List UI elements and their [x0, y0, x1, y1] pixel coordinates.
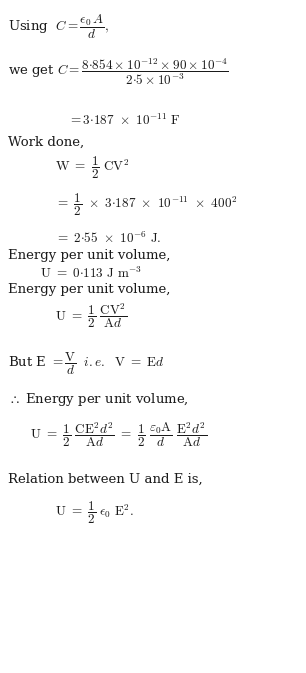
- Text: $\mathrm{U}\ =\ \dfrac{1}{2}\ \epsilon_0\ \mathrm{E^2}.$: $\mathrm{U}\ =\ \dfrac{1}{2}\ \epsilon_0…: [55, 500, 134, 526]
- Text: Energy per unit volume,: Energy per unit volume,: [8, 249, 170, 262]
- Text: Using  $C = \dfrac{\epsilon_0\, A}{d},$: Using $C = \dfrac{\epsilon_0\, A}{d},$: [8, 13, 109, 41]
- Text: Energy per unit volume,: Energy per unit volume,: [8, 283, 170, 296]
- Text: $\mathrm{U}\ =\ \dfrac{1}{2}\ \dfrac{\mathrm{CV^2}}{\mathrm{A}d}$: $\mathrm{U}\ =\ \dfrac{1}{2}\ \dfrac{\ma…: [55, 301, 127, 330]
- Text: Work done,: Work done,: [8, 136, 84, 149]
- Text: $\mathrm{U}\ =\ 0{\cdot}113\ \mathrm{J\ m^{-3}}$: $\mathrm{U}\ =\ 0{\cdot}113\ \mathrm{J\ …: [40, 266, 142, 281]
- Text: we get $C = \dfrac{8{\cdot}854\times10^{-12}\times90\times10^{-4}}{2{\cdot}5\tim: we get $C = \dfrac{8{\cdot}854\times10^{…: [8, 56, 229, 87]
- Text: But E $= \dfrac{\mathrm{V}}{d}\ \ \mathit{i.e.}\ \ \mathrm{V}\ =\ \mathrm{E}d$: But E $= \dfrac{\mathrm{V}}{d}\ \ \mathi…: [8, 351, 165, 377]
- Text: Relation between U and E is,: Relation between U and E is,: [8, 473, 203, 486]
- Text: $=\ \dfrac{1}{2}\ \times\ 3{\cdot}187\ \times\ 10^{-11}\ \times\ 400^2$: $=\ \dfrac{1}{2}\ \times\ 3{\cdot}187\ \…: [55, 192, 237, 218]
- Text: $=\ 2{\cdot}55\ \times\ 10^{-6}\ \mathrm{J}.$: $=\ 2{\cdot}55\ \times\ 10^{-6}\ \mathrm…: [55, 231, 162, 246]
- Text: $\mathrm{W}\ =\ \dfrac{1}{2}\ \mathrm{CV^2}$: $\mathrm{W}\ =\ \dfrac{1}{2}\ \mathrm{CV…: [55, 155, 129, 181]
- Text: $= 3{\cdot}187\ \times\ 10^{-11}\ \mathrm{F}$: $= 3{\cdot}187\ \times\ 10^{-11}\ \mathr…: [68, 113, 181, 129]
- Text: $\therefore$ Energy per unit volume,: $\therefore$ Energy per unit volume,: [8, 391, 189, 408]
- Text: $\mathrm{U}\ =\ \dfrac{1}{2}\ \dfrac{\mathrm{CE}^2d^2}{\mathrm{A}d}\ =\ \dfrac{1: $\mathrm{U}\ =\ \dfrac{1}{2}\ \dfrac{\ma…: [30, 421, 207, 450]
